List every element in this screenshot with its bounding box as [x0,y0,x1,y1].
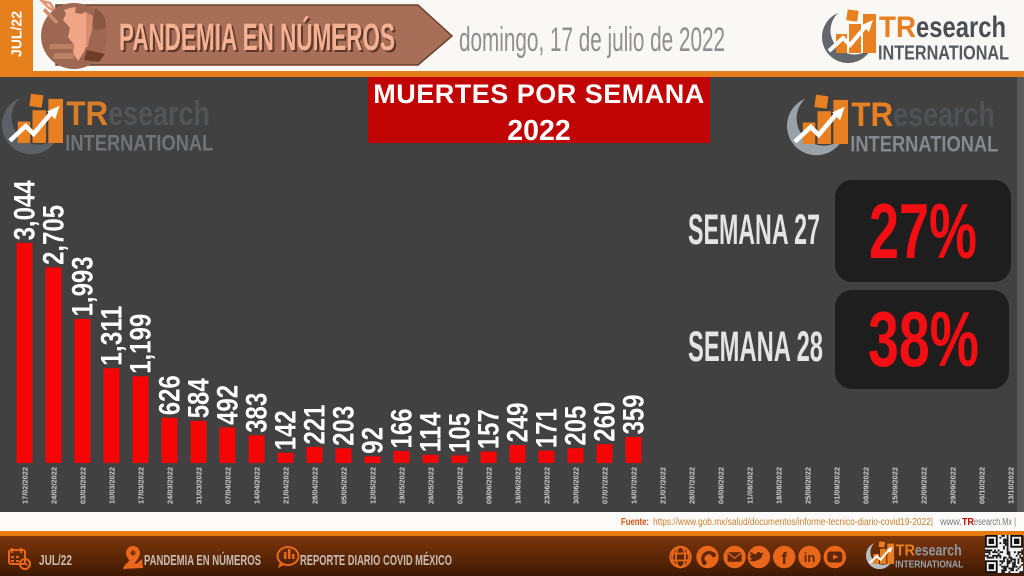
svg-text:1,993: 1,993 [67,256,100,316]
svg-text:esearch: esearch [108,95,210,133]
svg-text:24/02/2022: 24/02/2022 [50,467,59,504]
svg-text:02/06/2022: 02/06/2022 [456,467,465,504]
svg-text:260: 260 [589,402,622,442]
svg-text:www.: www. [939,517,962,528]
svg-text:INTERNATIONAL: INTERNATIONAL [850,131,998,156]
svg-text:esearch: esearch [916,11,1006,44]
svg-text:24/03/2022: 24/03/2022 [166,467,175,504]
svg-text:PANDEMIA EN NÚMEROS: PANDEMIA EN NÚMEROS [144,551,261,569]
svg-text:esearch: esearch [893,96,995,134]
svg-text:3,044: 3,044 [9,180,42,240]
svg-text:TR: TR [962,517,975,528]
svg-text:03/03/2022: 03/03/2022 [79,467,88,504]
svg-text:18/08/2022: 18/08/2022 [775,467,784,504]
svg-text:07/04/2022: 07/04/2022 [224,467,233,504]
svg-text:27%: 27% [869,187,977,275]
svg-text:166: 166 [386,408,419,448]
svg-text:https://www.gob.mx/salud/docum: https://www.gob.mx/salud/documentos/info… [653,517,933,528]
svg-text:esearch: esearch [915,543,962,560]
svg-text:626: 626 [154,375,187,415]
svg-text:14/04/2022: 14/04/2022 [253,467,262,504]
svg-text:29/09/2022: 29/09/2022 [949,467,958,504]
svg-text:142: 142 [270,410,303,450]
svg-text:10/03/2022: 10/03/2022 [108,467,117,504]
svg-text:11/08/2022: 11/08/2022 [746,467,755,504]
svg-text:REPORTE DIARIO COVID MÉXICO: REPORTE DIARIO COVID MÉXICO [300,552,452,569]
svg-text:28/04/2022: 28/04/2022 [311,467,320,504]
svg-text:domingo, 17 de julio de 2022: domingo, 17 de julio de 2022 [459,21,725,59]
svg-text:PANDEMIA EN NÚMEROS: PANDEMIA EN NÚMEROS [121,17,397,61]
svg-text:INTERNATIONAL: INTERNATIONAL [878,43,1009,65]
svg-text:TR: TR [851,96,893,134]
svg-text:esearch.Mx |: esearch.Mx | [974,517,1016,528]
svg-text:30/06/2022: 30/06/2022 [572,467,581,504]
svg-text:171: 171 [531,408,564,448]
svg-text:TR: TR [896,543,915,560]
svg-text:07/07/2022: 07/07/2022 [601,467,610,504]
svg-text:38%: 38% [868,295,979,383]
svg-text:23/06/2022: 23/06/2022 [543,467,552,504]
svg-text:31/03/2022: 31/03/2022 [195,467,204,504]
svg-text:1,199: 1,199 [125,314,158,374]
svg-text:14/07/2022: 14/07/2022 [630,467,639,504]
svg-text:05/05/2022: 05/05/2022 [340,467,349,504]
svg-text:492: 492 [212,385,245,425]
svg-text:01/09/2022: 01/09/2022 [833,467,842,504]
svg-text:13/10/2022: 13/10/2022 [1007,467,1016,504]
svg-text:92: 92 [357,427,390,454]
svg-text:f: f [781,549,787,568]
svg-text:21/07/2022: 21/07/2022 [659,467,668,504]
svg-text:22/09/2022: 22/09/2022 [920,467,929,504]
svg-text:INTERNATIONAL: INTERNATIONAL [65,130,213,155]
svg-text:04/08/2022: 04/08/2022 [717,467,726,504]
svg-text:2,705: 2,705 [38,205,71,265]
svg-text:584: 584 [183,378,216,418]
svg-text:26/05/2022: 26/05/2022 [427,467,436,504]
svg-text:09/06/2022: 09/06/2022 [485,467,494,504]
svg-text:25/08/2022: 25/08/2022 [804,467,813,504]
svg-text:12/05/2022: 12/05/2022 [369,467,378,504]
svg-text:1,311: 1,311 [96,306,129,366]
svg-text:06/10/2022: 06/10/2022 [978,467,987,504]
svg-text:INTERNATIONAL: INTERNATIONAL [895,559,964,570]
svg-text:359: 359 [618,395,651,435]
svg-text:17/03/2022: 17/03/2022 [137,467,146,504]
svg-text:in: in [804,550,816,565]
svg-text:SEMANA 27: SEMANA 27 [688,206,820,254]
svg-text:MUERTES POR SEMANA: MUERTES POR SEMANA [373,79,705,109]
svg-text:21/04/2022: 21/04/2022 [282,467,291,504]
svg-text:08/09/2022: 08/09/2022 [862,467,871,504]
svg-text:15/09/2022: 15/09/2022 [891,467,900,504]
svg-text:Fuente:: Fuente: [621,517,649,528]
svg-text:TR: TR [879,11,916,44]
svg-text:383: 383 [241,393,274,433]
svg-text:221: 221 [299,405,332,445]
svg-text:28/07/2022: 28/07/2022 [688,467,697,504]
svg-text:JUL/22: JUL/22 [9,11,26,57]
svg-text:114: 114 [415,412,448,452]
svg-text:16/06/2022: 16/06/2022 [514,467,523,504]
svg-text:TR: TR [66,95,108,133]
svg-text:157: 157 [473,409,506,449]
svg-text:2022: 2022 [507,115,570,147]
svg-text:249: 249 [502,402,535,442]
svg-text:105: 105 [444,413,477,453]
svg-text:205: 205 [560,406,593,446]
svg-text:19/05/2022: 19/05/2022 [398,467,407,504]
svg-text:JUL/22: JUL/22 [39,552,72,569]
svg-text:17/02/2022: 17/02/2022 [21,467,30,504]
svg-text:203: 203 [328,406,361,446]
svg-text:SEMANA 28: SEMANA 28 [688,323,823,371]
svg-text:PANDEMIA EN NÚMEROS: PANDEMIA EN NÚMEROS [119,15,395,59]
